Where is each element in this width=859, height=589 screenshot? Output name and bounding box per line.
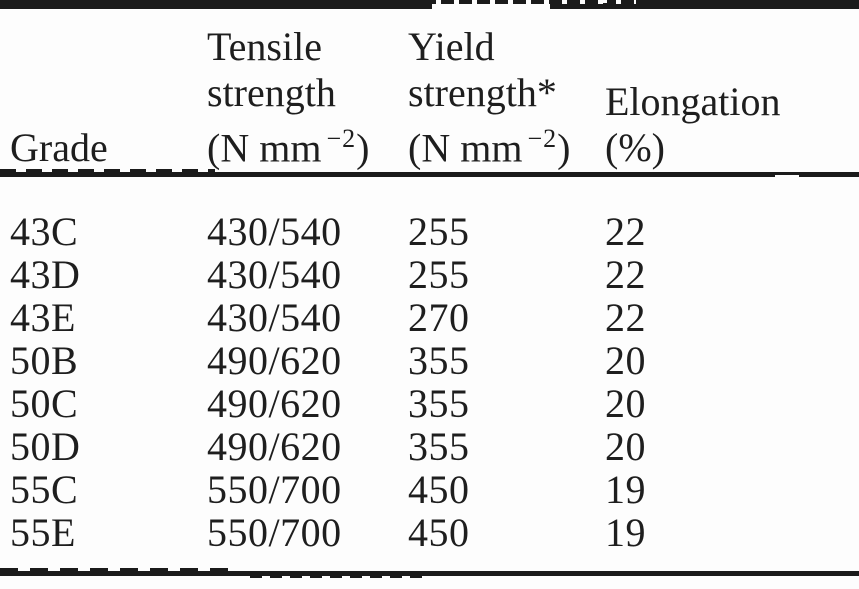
yield-cell: 450 (408, 467, 470, 512)
table-row: 55C 550/700 450 19 (10, 468, 859, 511)
grade-cell: 43D (10, 252, 81, 297)
unit-prefix: (N mm (408, 125, 523, 171)
unit-prefix: (N mm (207, 125, 322, 171)
elongation-cell: 22 (605, 252, 646, 297)
header-yield-line1: Yield (408, 24, 495, 69)
table-body: 43C 430/540 255 22 43D 430/540 255 22 43… (10, 210, 859, 554)
tensile-cell: 430/540 (207, 295, 342, 340)
elongation-cell: 20 (605, 381, 646, 426)
header-tensile-line2: strength (207, 70, 336, 115)
elongation-cell: 22 (605, 295, 646, 340)
table-row: 43D 430/540 255 22 (10, 253, 859, 296)
table-row: 50C 490/620 355 20 (10, 382, 859, 425)
tensile-cell: 430/540 (207, 252, 342, 297)
grade-cell: 43E (10, 295, 76, 340)
table-bottom-rule (0, 568, 859, 578)
grade-cell: 55E (10, 510, 76, 555)
elongation-cell: 19 (605, 510, 646, 555)
yield-cell: 270 (408, 295, 470, 340)
tensile-cell: 550/700 (207, 510, 342, 555)
unit-superscript: −2 (326, 124, 357, 153)
elongation-cell: 20 (605, 338, 646, 383)
unit-suffix: ) (356, 125, 370, 171)
header-yield-line2: strength* (408, 70, 557, 115)
header-col-yield: Yield strength* (N mm −2) (408, 24, 605, 171)
tensile-cell: 490/620 (207, 424, 342, 469)
scan-artifact (436, 0, 636, 4)
scan-artifact (775, 175, 799, 177)
yield-cell: 255 (408, 252, 470, 297)
scan-artifact (598, 0, 607, 3)
table-row: 55E 550/700 450 19 (10, 511, 859, 554)
yield-cell: 355 (408, 338, 470, 383)
table-header: Grade Tensile strength (N mm −2) Yield st… (10, 24, 859, 171)
table-row: 43C 430/540 255 22 (10, 210, 859, 253)
header-elongation-unit: (%) (605, 125, 665, 171)
scan-artifact (0, 169, 215, 172)
grade-cell: 50D (10, 424, 81, 469)
yield-cell: 255 (408, 209, 470, 254)
grade-cell: 55C (10, 467, 79, 512)
table-row: 50B 490/620 355 20 (10, 339, 859, 382)
elongation-cell: 20 (605, 424, 646, 469)
header-tensile-unit: (N mm −2) (207, 116, 408, 171)
header-elongation-label: Elongation (605, 79, 781, 125)
header-tensile-line1: Tensile (207, 24, 322, 69)
header-yield-unit: (N mm −2) (408, 116, 605, 171)
scan-artifact (0, 568, 240, 571)
grade-cell: 50C (10, 381, 79, 426)
tensile-cell: 550/700 (207, 467, 342, 512)
grade-cell: 43C (10, 209, 79, 254)
yield-cell: 450 (408, 510, 470, 555)
tensile-cell: 490/620 (207, 381, 342, 426)
yield-cell: 355 (408, 424, 470, 469)
header-col-grade: Grade (10, 125, 207, 171)
header-col-elongation: Elongation (%) (605, 79, 859, 171)
table-mid-rule (0, 169, 859, 177)
unit-superscript: −2 (527, 124, 558, 153)
tensile-cell: 430/540 (207, 209, 342, 254)
table-row: 50D 490/620 355 20 (10, 425, 859, 468)
elongation-cell: 19 (605, 467, 646, 512)
yield-cell: 355 (408, 381, 470, 426)
header-col-tensile: Tensile strength (N mm −2) (207, 24, 408, 171)
elongation-cell: 22 (605, 209, 646, 254)
scan-artifact (432, 4, 550, 9)
scan-artifact (250, 576, 430, 578)
table-row: 43E 430/540 270 22 (10, 296, 859, 339)
header-grade-label: Grade (10, 125, 108, 171)
unit-suffix: ) (557, 125, 571, 171)
table-top-rule (0, 0, 859, 9)
grade-cell: 50B (10, 338, 79, 383)
tensile-cell: 490/620 (207, 338, 342, 383)
